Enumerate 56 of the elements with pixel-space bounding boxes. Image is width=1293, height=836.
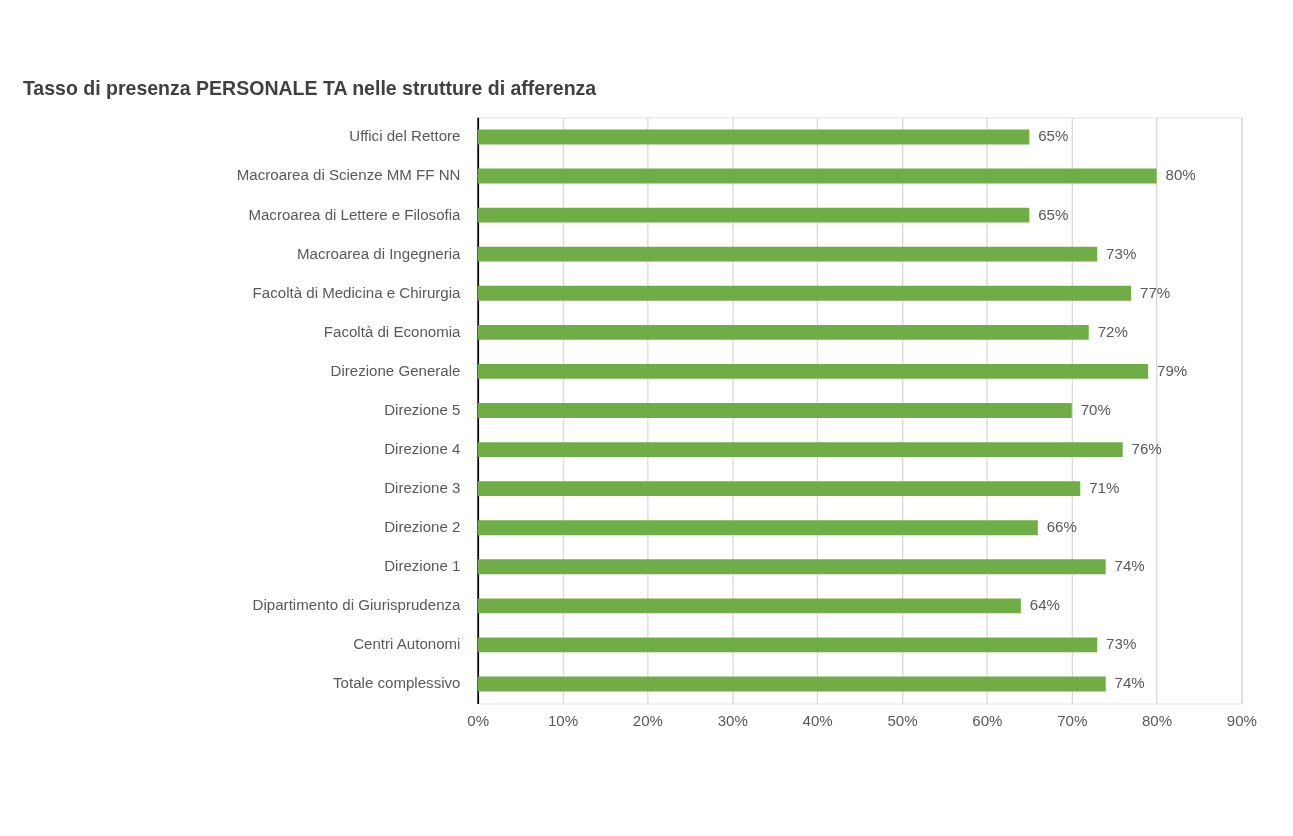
bar: [477, 285, 1132, 301]
bar: [477, 324, 1089, 340]
data-label: 77%: [1140, 283, 1171, 301]
x-tick-label: 40%: [802, 712, 833, 730]
bar: [477, 168, 1157, 184]
y-tick-label: Facoltà di Medicina e Chirurgia: [252, 283, 462, 301]
data-label: 74%: [1114, 674, 1145, 692]
x-tick-label: 60%: [972, 712, 1003, 730]
y-tick-label: Uffici del Rettore: [349, 127, 461, 145]
data-label: 70%: [1080, 400, 1111, 418]
y-tick-label: Macroarea di Ingegneria: [297, 244, 462, 262]
data-label: 65%: [1038, 127, 1069, 145]
x-tick-label: 10%: [547, 712, 579, 730]
data-label: 72%: [1097, 322, 1128, 340]
y-tick-label: Centri Autonomi: [353, 635, 461, 653]
bar: [477, 207, 1030, 223]
bar: [477, 246, 1098, 262]
data-label: 80%: [1165, 166, 1196, 184]
bar: [477, 129, 1030, 145]
bar: [477, 363, 1149, 379]
x-tick-label: 20%: [632, 712, 664, 730]
data-label: 76%: [1131, 440, 1162, 457]
text: Tasso di presenza PERSONALE TA nelle strutture di afferenza: [22, 77, 597, 100]
y-tick-label: Totale complessivo: [333, 674, 461, 692]
x-tick-label: 30%: [717, 712, 748, 730]
x-tick-label: 90%: [1226, 712, 1258, 730]
y-tick-label: Direzione 1: [384, 557, 461, 575]
bar: [477, 520, 1038, 536]
bar: [477, 676, 1106, 692]
bar: [477, 442, 1123, 457]
x-tick-label: 70%: [1057, 712, 1088, 730]
data-label: 71%: [1089, 479, 1120, 497]
bar: [477, 559, 1106, 575]
bar: [477, 481, 1081, 497]
y-tick-label: Dipartimento di Giurisprudenza: [252, 596, 462, 614]
data-label: 74%: [1114, 557, 1145, 575]
y-tick-label: Direzione 2: [384, 518, 461, 536]
data-label: 73%: [1106, 244, 1137, 262]
y-tick-label: Macroarea di Lettere e Filosofia: [248, 205, 462, 223]
x-tick-label: 0%: [467, 712, 490, 730]
bar: [477, 598, 1021, 614]
x-tick-label: 50%: [887, 712, 918, 730]
data-label: 73%: [1106, 635, 1137, 653]
data-label: 66%: [1046, 518, 1077, 536]
data-label: 65%: [1038, 205, 1069, 223]
data-label: 64%: [1029, 596, 1060, 614]
bar: [477, 637, 1098, 653]
y-tick-label: Direzione 5: [384, 400, 461, 418]
y-tick-label: Direzione Generale: [330, 361, 461, 379]
x-tick-label: 80%: [1141, 712, 1173, 730]
y-tick-label: Direzione 3: [384, 479, 461, 497]
bar: [477, 403, 1072, 418]
y-tick-label: Facoltà di Economia: [323, 322, 462, 340]
y-tick-label: Direzione 4: [384, 440, 461, 457]
data-label: 79%: [1157, 361, 1188, 379]
y-tick-label: Macroarea di Scienze MM FF NN: [236, 166, 461, 184]
